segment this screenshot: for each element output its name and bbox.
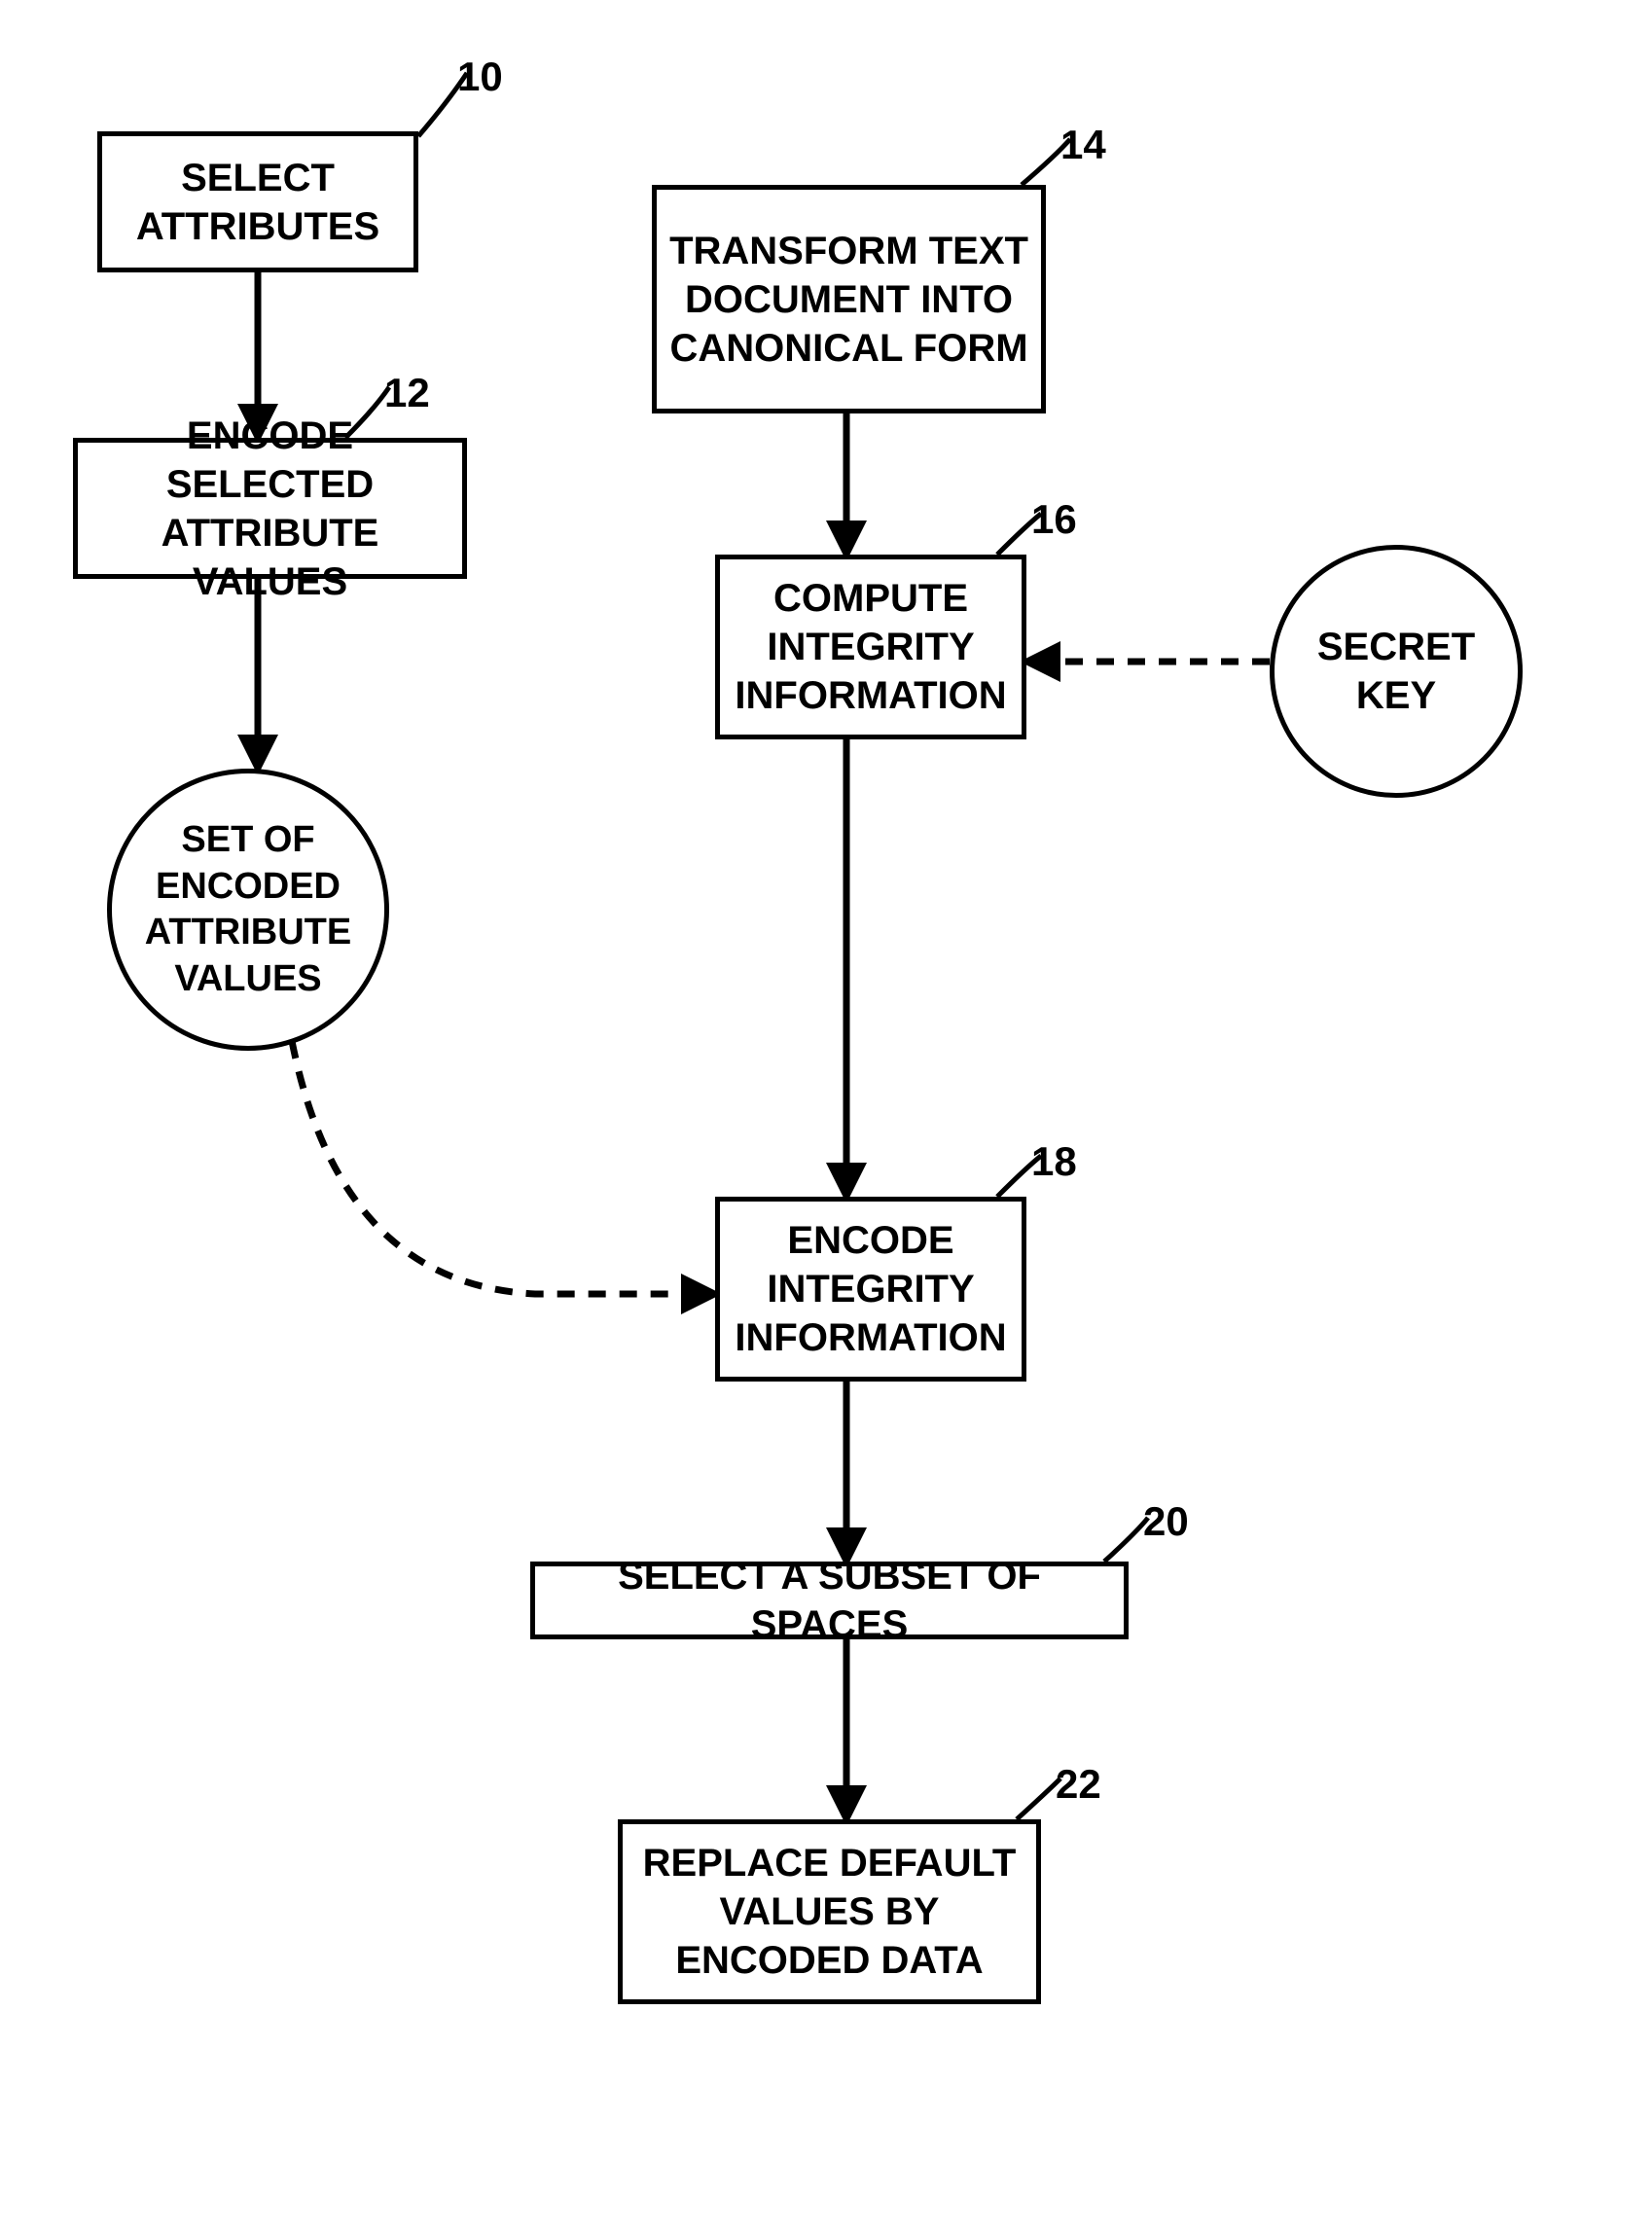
- ref-label-14: 14: [1060, 122, 1106, 168]
- flowchart-node-n18: ENCODE INTEGRITY INFORMATION: [715, 1197, 1026, 1382]
- ref-label-22: 22: [1056, 1761, 1101, 1808]
- flowchart-node-n22: REPLACE DEFAULT VALUES BY ENCODED DATA: [618, 1819, 1041, 2004]
- ref-label-16: 16: [1031, 496, 1077, 543]
- node-label: ENCODE SELECTED ATTRIBUTE VALUES: [86, 412, 454, 606]
- flowchart-node-n10: SELECT ATTRIBUTES: [97, 131, 418, 272]
- leader-22: [1017, 1778, 1060, 1819]
- flowchart-node-n20: SELECT A SUBSET OF SPACES: [530, 1562, 1129, 1639]
- ref-label-18: 18: [1031, 1138, 1077, 1185]
- flowchart-node-n12: ENCODE SELECTED ATTRIBUTE VALUES: [73, 438, 467, 579]
- flowchart-node-set: SET OF ENCODED ATTRIBUTE VALUES: [107, 769, 389, 1051]
- flowchart-node-key: SECRET KEY: [1270, 545, 1523, 798]
- ref-label-20: 20: [1143, 1498, 1189, 1545]
- node-label: REPLACE DEFAULT VALUES BY ENCODED DATA: [643, 1839, 1017, 1985]
- node-label: SELECT ATTRIBUTES: [136, 154, 379, 251]
- node-label: TRANSFORM TEXT DOCUMENT INTO CANONICAL F…: [669, 227, 1028, 373]
- edge-set-n18: [292, 1041, 715, 1294]
- node-label: SECRET KEY: [1317, 623, 1475, 720]
- ref-label-12: 12: [384, 370, 430, 416]
- node-label: ENCODE INTEGRITY INFORMATION: [735, 1216, 1006, 1362]
- node-label: SET OF ENCODED ATTRIBUTE VALUES: [145, 817, 352, 1002]
- node-label: COMPUTE INTEGRITY INFORMATION: [735, 574, 1006, 720]
- flowchart-node-n14: TRANSFORM TEXT DOCUMENT INTO CANONICAL F…: [652, 185, 1046, 413]
- ref-label-10: 10: [457, 54, 503, 100]
- node-label: SELECT A SUBSET OF SPACES: [543, 1552, 1116, 1649]
- flowchart-node-n16: COMPUTE INTEGRITY INFORMATION: [715, 555, 1026, 739]
